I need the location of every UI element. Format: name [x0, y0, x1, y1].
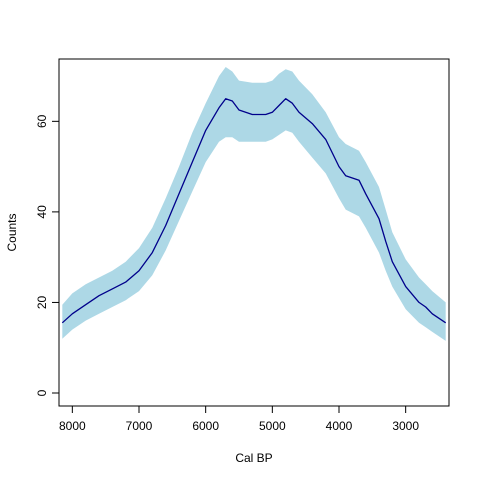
- confidence-band-area: [62, 67, 446, 341]
- confidence-band: [62, 67, 446, 341]
- x-axis: 8000 7000 6000 5000 4000 3000: [59, 405, 419, 433]
- y-tick-label: 0: [35, 389, 49, 396]
- x-tick-label: 6000: [192, 419, 219, 433]
- y-axis-title: Counts: [5, 213, 19, 251]
- x-tick-label: 7000: [126, 419, 153, 433]
- x-tick-label: 4000: [326, 419, 353, 433]
- mean-series-line: [61, 98, 447, 324]
- x-tick-label: 5000: [259, 419, 286, 433]
- x-tick-label: 3000: [392, 419, 419, 433]
- x-tick-label: 8000: [59, 419, 86, 433]
- y-axis: 0 20 40 60: [35, 114, 60, 396]
- mean-line: [61, 98, 447, 324]
- y-tick-label: 40: [35, 205, 49, 219]
- x-axis-title: Cal BP: [235, 451, 272, 465]
- y-tick-label: 60: [35, 114, 49, 128]
- y-tick-label: 20: [35, 295, 49, 309]
